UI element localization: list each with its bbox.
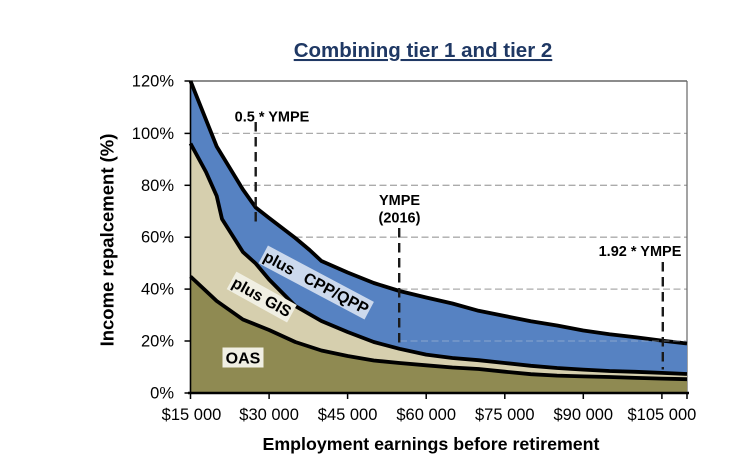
svg-text:20%: 20% bbox=[141, 333, 174, 351]
svg-text:$60 000: $60 000 bbox=[396, 406, 456, 424]
svg-text:120%: 120% bbox=[132, 73, 175, 91]
svg-text:100%: 100% bbox=[132, 125, 175, 143]
svg-text:$45 000: $45 000 bbox=[318, 406, 378, 424]
svg-text:(2016): (2016) bbox=[379, 211, 421, 227]
svg-text:60%: 60% bbox=[141, 229, 174, 247]
svg-text:40%: 40% bbox=[141, 281, 174, 299]
svg-text:YMPE: YMPE bbox=[379, 193, 420, 209]
svg-text:0.5 * YMPE: 0.5 * YMPE bbox=[235, 110, 310, 126]
svg-text:1.92 * YMPE: 1.92 * YMPE bbox=[599, 244, 682, 260]
svg-text:$90 000: $90 000 bbox=[553, 406, 613, 424]
svg-text:$105 000: $105 000 bbox=[627, 406, 696, 424]
svg-text:$30 000: $30 000 bbox=[239, 406, 299, 424]
svg-text:Combining tier 1 and tier 2: Combining tier 1 and tier 2 bbox=[294, 39, 553, 62]
svg-text:$75 000: $75 000 bbox=[475, 406, 535, 424]
svg-text:OAS: OAS bbox=[226, 351, 261, 368]
svg-text:80%: 80% bbox=[141, 177, 174, 195]
svg-text:Employment earnings before re: Employment earnings before retirement bbox=[263, 434, 600, 454]
svg-text:Income repalcement (%): Income repalcement (%) bbox=[97, 134, 118, 347]
svg-text:$15 000: $15 000 bbox=[162, 406, 222, 424]
svg-text:0%: 0% bbox=[150, 385, 174, 403]
